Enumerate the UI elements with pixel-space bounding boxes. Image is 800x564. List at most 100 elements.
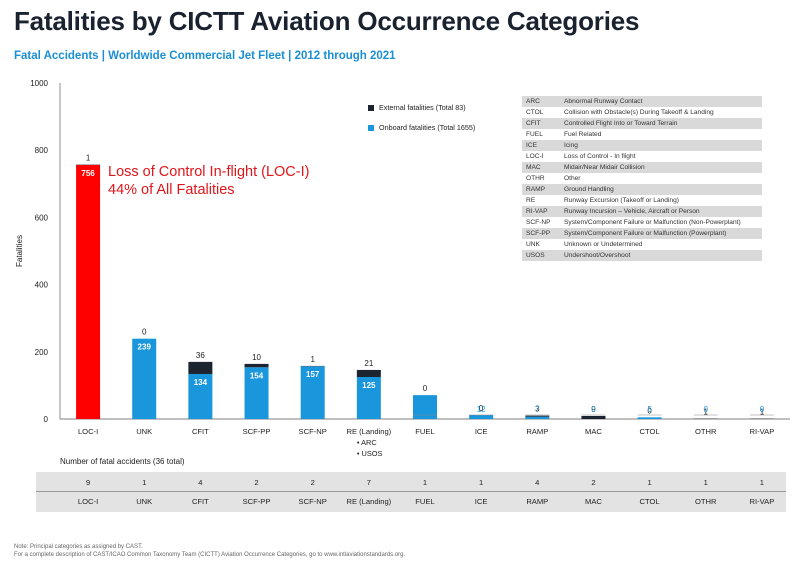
category-description: Midair/Near Midair Collision: [560, 162, 762, 173]
data-label-external: 1: [86, 154, 91, 163]
category-code: RAMP: [522, 184, 560, 195]
category-legend-row: FUEL Fuel Related: [522, 129, 762, 140]
category-description: Controlled Flight Into or Toward Terrain: [560, 118, 762, 129]
notes: Note: Principal categories as assigned b…: [14, 543, 405, 559]
legend-swatch-onboard: [368, 125, 374, 132]
x-tick-label: UNK: [136, 427, 152, 436]
legend-swatch-external: [368, 105, 374, 112]
category-description: Undershoot/Overshoot: [560, 250, 762, 261]
bar-onboard: [637, 417, 662, 419]
data-label-external: 0: [479, 404, 484, 413]
accident-category-label: RI-VAP: [749, 497, 775, 506]
accident-category-label: LOC-I: [77, 497, 99, 506]
y-tick-label: 0: [44, 415, 49, 424]
data-label-external: 9: [591, 405, 596, 414]
y-tick-label: 400: [35, 281, 49, 290]
data-label-external: 0: [142, 328, 147, 337]
accidents-title: Number of fatal accidents (36 total): [60, 457, 185, 466]
category-legend-row: SCF-NP System/Component Failure or Malfun…: [522, 217, 762, 228]
data-label-onboard: 5: [647, 405, 652, 414]
y-tick-label: 600: [35, 213, 49, 222]
loc-i-annotation: Loss of Control In-flight (LOC-I) 44% of…: [108, 163, 309, 199]
data-label-external: 21: [364, 359, 373, 368]
category-legend-row: OTHR Other: [522, 173, 762, 184]
category-code: CFIT: [522, 118, 560, 129]
bar-external: [525, 415, 550, 417]
data-label-external: 0: [423, 384, 428, 393]
data-label-external: 3: [535, 405, 540, 414]
category-legend-row: ARC Abnormal Runway Contact: [522, 96, 762, 107]
x-tick-label: MAC: [585, 427, 602, 436]
bar-onboard: [525, 416, 550, 419]
data-label-external: 36: [196, 351, 205, 360]
category-code: ARC: [522, 96, 560, 107]
category-code: OTHR: [526, 175, 545, 182]
legend-onboard: Onboard fatalities (Total 1655): [368, 123, 475, 132]
category-description: Unknown or Undetermined: [564, 241, 643, 248]
category-code: SCF-NP: [526, 219, 551, 226]
accident-category-label: SCF-PP: [242, 497, 271, 506]
page-subtitle: Fatal Accidents | Worldwide Commercial J…: [14, 50, 396, 62]
bar-onboard: [300, 366, 325, 419]
category-code: RI-VAP: [522, 206, 560, 217]
bar-onboard: [76, 164, 101, 419]
category-code: LOC-I: [526, 153, 544, 160]
category-code: CTOL: [526, 109, 544, 116]
page-title: Fatalities by CICTT Aviation Occurrence …: [14, 6, 640, 36]
y-axis-label: Fatalities: [15, 235, 24, 267]
accident-count: 4: [535, 478, 540, 487]
bar-external: [244, 363, 269, 368]
data-label-onboard: 157: [306, 370, 320, 379]
category-description: Runway Excursion (Takeoff or Landing): [564, 197, 679, 204]
accident-count: 2: [591, 478, 596, 487]
accident-category-label: RAMP: [526, 497, 549, 506]
data-label-external: 1: [704, 408, 709, 417]
data-label-onboard: 0: [704, 405, 709, 414]
data-label-onboard: 154: [250, 371, 264, 380]
data-label-onboard: 239: [138, 343, 152, 352]
accident-category-label: RE (Landing): [346, 497, 392, 506]
category-legend-row: RI-VAP Runway Incursion – Vehicle, Aircra…: [522, 206, 762, 217]
accident-category-label: SCF-NP: [298, 497, 327, 506]
y-tick-label: 200: [35, 348, 49, 357]
accident-count: 1: [422, 478, 428, 487]
accident-count: 2: [310, 478, 315, 487]
category-legend-row: LOC-I Loss of Control - In flight: [522, 151, 762, 162]
x-tick-label: OTHR: [695, 427, 717, 436]
loc-i-annotation-line1: Loss of Control In-flight (LOC-I): [108, 164, 310, 180]
accident-count: 2: [254, 478, 259, 487]
data-label-external: 1: [760, 408, 765, 417]
bar-onboard: [469, 414, 494, 419]
bar-onboard: [356, 377, 381, 419]
category-legend-row: CTOL Collision with Obstacle(s) During Ta…: [522, 107, 762, 118]
y-tick-label: 800: [35, 146, 49, 155]
note-line-1: Note: Principal categories as assigned b…: [14, 544, 143, 550]
data-label-onboard: 0: [760, 405, 765, 414]
fatalities-chart: 02004006008001000Fatalities1756LOC-I0239…: [15, 79, 790, 458]
accident-category-label: CFIT: [191, 497, 209, 506]
legend-label-onboard: Onboard fatalities (Total 1655): [379, 123, 476, 132]
category-code: RE: [526, 197, 536, 204]
accident-count: 1: [479, 478, 484, 487]
data-label-onboard: 7: [535, 405, 540, 414]
x-tick-label: CFIT: [192, 427, 209, 436]
category-description: System/Component Failure or Malfunction …: [564, 219, 741, 226]
x-tick-label: ICE: [475, 427, 488, 436]
category-code: UNK: [526, 241, 540, 248]
category-code: MAC: [522, 162, 560, 173]
category-legend-row: SCF-PP System/Component Failure or Malfun…: [522, 228, 762, 239]
bar-onboard: [132, 338, 157, 419]
bar-onboard: [188, 373, 213, 419]
accident-category-label: ICE: [474, 497, 488, 506]
accidents-divider: [36, 491, 786, 492]
category-description: Icing: [560, 140, 762, 151]
category-legend-table: ARC Abnormal Runway Contact CTOL Collision …: [522, 96, 762, 261]
category-code: FUEL: [526, 131, 543, 138]
data-label-onboard: 0: [591, 405, 596, 414]
data-label-onboard: 134: [194, 378, 208, 387]
category-description: Runway Incursion – Vehicle, Aircraft or …: [560, 206, 762, 217]
category-legend-row: CFIT Controlled Flight Into or Toward Ter…: [522, 118, 762, 129]
accident-count: 4: [198, 478, 203, 487]
category-code: ICE: [522, 140, 560, 151]
accident-category-label: MAC: [585, 497, 602, 506]
